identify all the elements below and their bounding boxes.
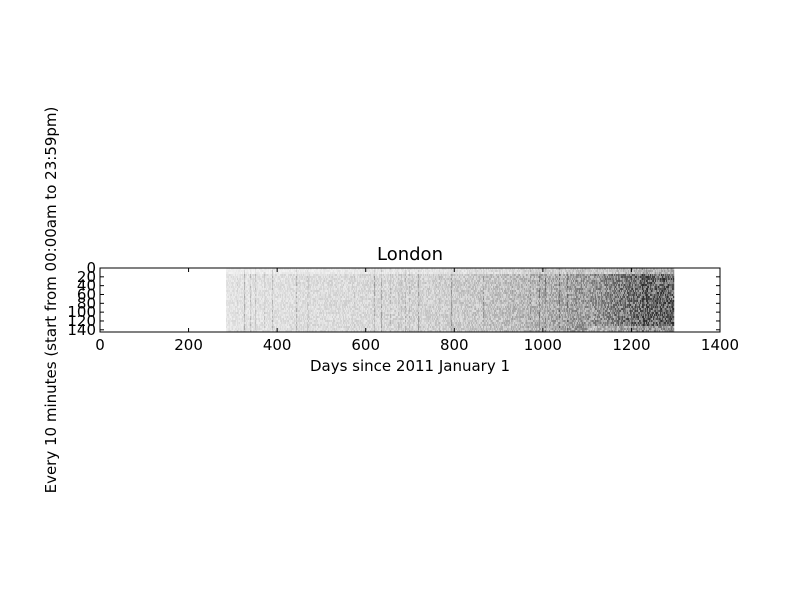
y-tick-label: 0 <box>86 259 96 277</box>
x-tick-label: 800 <box>440 336 469 354</box>
y-tick-label: 100 <box>67 303 96 321</box>
y-tick-label: 120 <box>67 312 96 330</box>
x-axis-label: Days since 2011 January 1 <box>310 357 510 375</box>
plot-frame <box>99 267 721 333</box>
chart-title: London <box>377 244 443 265</box>
y-axis-label: Every 10 minutes (start from 00:00am to … <box>42 107 60 494</box>
y-tick-label: 80 <box>77 294 96 312</box>
x-tick-label: 400 <box>263 336 292 354</box>
x-tick-label: 600 <box>351 336 380 354</box>
x-tick-label: 200 <box>174 336 203 354</box>
x-tick-label: 1400 <box>701 336 739 354</box>
y-tick-label: 40 <box>77 277 96 295</box>
y-tick-label: 60 <box>77 285 96 303</box>
x-tick-label: 1200 <box>612 336 650 354</box>
y-tick-label: 140 <box>67 321 96 339</box>
y-tick-label: 20 <box>77 268 96 286</box>
x-tick-label: 0 <box>95 336 105 354</box>
x-axis-ticks: 0 200 400 600 800 1000 1200 1400 <box>95 268 739 354</box>
x-tick-label: 1000 <box>524 336 562 354</box>
heatmap-image <box>226 268 675 332</box>
